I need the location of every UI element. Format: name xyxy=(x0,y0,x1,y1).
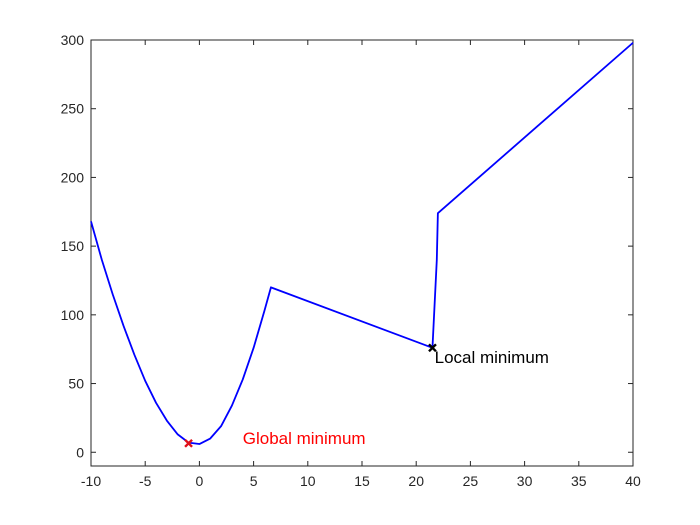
annotation-label: Local minimum xyxy=(435,348,549,367)
y-tick-label: 200 xyxy=(61,169,85,185)
x-tick-label: 35 xyxy=(571,473,587,489)
minimum-marker xyxy=(428,343,437,353)
marker-group xyxy=(184,343,437,448)
x-tick-label: 20 xyxy=(408,473,424,489)
minimum-marker xyxy=(184,438,193,448)
y-tick-label: 0 xyxy=(76,444,84,460)
series-line xyxy=(90,42,634,445)
y-tick-label: 100 xyxy=(61,307,85,323)
x-tick-label: 30 xyxy=(517,473,533,489)
x-tick-label: 10 xyxy=(300,473,316,489)
y-tick-label: 250 xyxy=(61,101,85,117)
annotation-group: Global minimum Local minimum xyxy=(243,348,549,448)
x-tick-label: 5 xyxy=(250,473,258,489)
series-group xyxy=(90,42,634,445)
x-tick-label: 25 xyxy=(463,473,479,489)
annotation-label: Global minimum xyxy=(243,429,366,448)
x-tick-label: 15 xyxy=(354,473,370,489)
y-tick-label: 50 xyxy=(68,376,84,392)
y-tick-label: 300 xyxy=(61,32,85,48)
x-tick-label: 40 xyxy=(625,473,641,489)
y-tick-label: 150 xyxy=(61,238,85,254)
plot-area xyxy=(90,39,634,467)
axis-ticks: -10 -5 0 5 10 15 20 25 30 35 40 0 50 100 150 200 250 300 xyxy=(61,32,641,489)
x-tick-label: -5 xyxy=(139,473,152,489)
x-tick-label: -10 xyxy=(81,473,101,489)
x-tick-label: 0 xyxy=(196,473,204,489)
